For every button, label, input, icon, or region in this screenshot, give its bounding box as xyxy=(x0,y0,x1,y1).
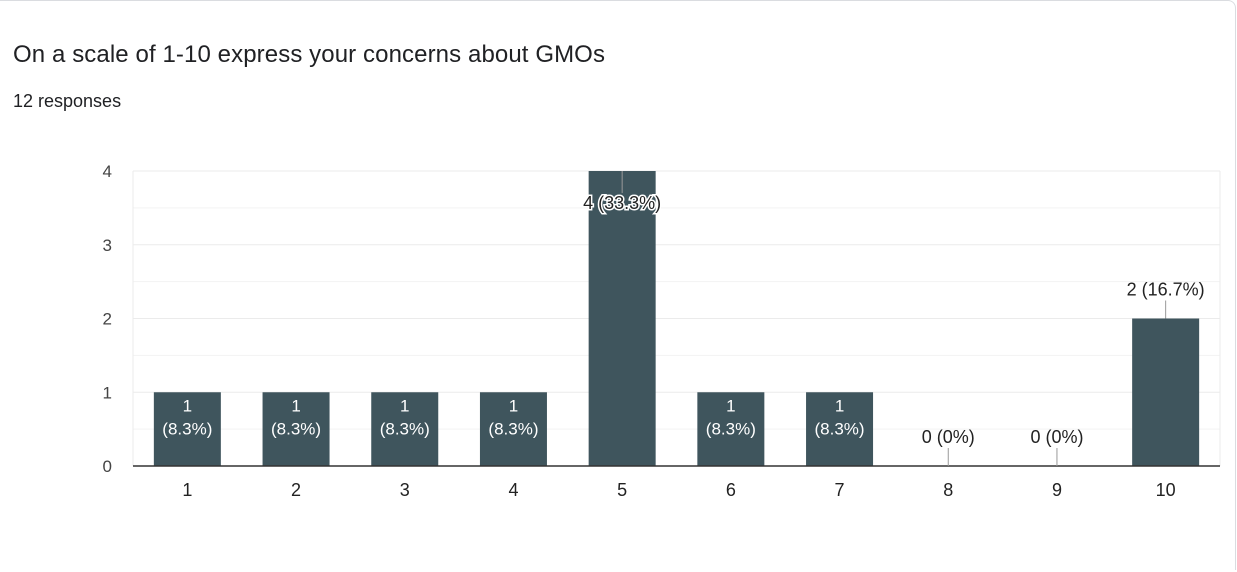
y-tick-label: 4 xyxy=(103,162,112,181)
x-tick-label: 8 xyxy=(943,480,953,500)
data-label: 1 xyxy=(835,396,844,415)
x-tick-label: 3 xyxy=(400,480,410,500)
question-title: On a scale of 1-10 express your concerns… xyxy=(13,41,606,68)
x-tick-label: 7 xyxy=(835,480,845,500)
y-tick-label: 3 xyxy=(103,236,112,255)
data-label: 1 xyxy=(183,396,192,415)
x-tick-label: 1 xyxy=(182,480,192,500)
bar xyxy=(262,392,330,466)
data-label: 2 (16.7%) xyxy=(1127,280,1205,300)
data-label: 4 (33.3%) xyxy=(583,193,661,213)
data-label: 0 (0%) xyxy=(1030,427,1083,447)
x-tick-label: 10 xyxy=(1156,480,1176,500)
data-label: 1 xyxy=(291,396,300,415)
bar xyxy=(697,392,765,466)
y-tick-label: 1 xyxy=(103,383,112,402)
axes: 0 1 2 3 4 1 2 3 4 5 6 7 8 9 10 xyxy=(103,162,1220,500)
x-tick-label: 6 xyxy=(726,480,736,500)
data-label: (8.3%) xyxy=(271,419,321,438)
data-labels: 1 (8.3%) 1 (8.3%) 1 (8.3%) 1 (8.3%) 4 (33.3%) 1 (8… xyxy=(162,171,1205,466)
bar xyxy=(806,392,874,466)
gridlines xyxy=(132,170,1221,466)
data-label: (8.3%) xyxy=(162,419,212,438)
data-label: (8.3%) xyxy=(488,419,538,438)
data-label: 0 (0%) xyxy=(922,427,975,447)
data-label: (8.3%) xyxy=(380,419,430,438)
bar xyxy=(371,392,439,466)
data-label: (8.3%) xyxy=(815,419,865,438)
data-label: (8.3%) xyxy=(706,419,756,438)
bars xyxy=(153,171,1200,466)
bar xyxy=(153,392,221,466)
x-tick-label: 5 xyxy=(617,480,627,500)
x-tick-label: 9 xyxy=(1052,480,1062,500)
data-label: 1 xyxy=(400,396,409,415)
x-tick-label: 4 xyxy=(508,480,518,500)
bar xyxy=(588,171,656,466)
bar xyxy=(479,392,547,466)
y-tick-label: 0 xyxy=(103,457,112,476)
response-count: 12 responses xyxy=(13,91,122,111)
x-tick-label: 2 xyxy=(291,480,301,500)
data-label: 1 xyxy=(509,396,518,415)
data-label: 1 xyxy=(726,396,735,415)
y-tick-label: 2 xyxy=(103,310,112,329)
bar xyxy=(1132,318,1200,466)
